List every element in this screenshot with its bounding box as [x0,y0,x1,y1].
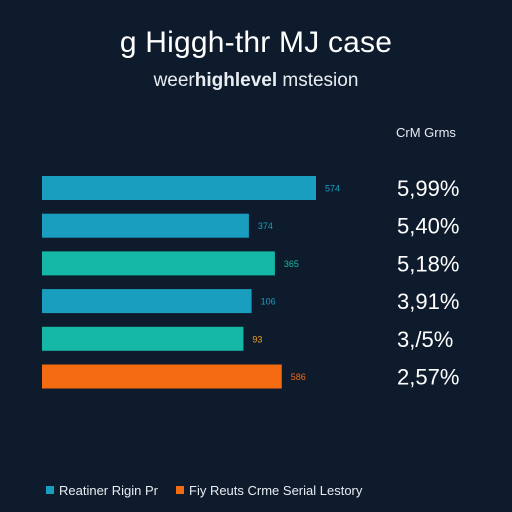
bar-4 [42,289,252,314]
percent-label-3: 5,18% [397,251,459,276]
bar-value-label-3: 365 [284,259,299,269]
chart-title: g Higgh-thr MJ case [119,26,393,59]
bar-value-label-1: 574 [325,184,340,194]
percent-label-6: 2,57% [397,365,459,390]
bar-5 [42,326,244,351]
bar-value-label-4: 106 [261,297,276,307]
bar-2 [42,213,249,238]
chart-subtitle: weerhighlevel mstesion [0,70,512,92]
legend-swatch-1 [46,486,54,494]
bar-3 [42,251,275,276]
legend-item-2: Fiy Reuts Crme Serial Lestory [176,483,362,498]
legend-label-2: Fiy Reuts Crme Serial Lestory [189,483,363,498]
bar-6 [42,364,282,389]
percent-label-2: 5,40% [397,214,459,239]
bar-value-label-2: 374 [258,221,273,231]
percent-label-4: 3,91% [397,289,459,314]
percent-label-5: 3,/5% [397,327,453,352]
legend-item-1: Reatiner Rigin Pr [46,483,158,498]
legend-label-1: Reatiner Rigin Pr [59,483,158,498]
legend-swatch-2 [176,486,184,494]
bar-1 [42,176,316,200]
column-header: CrM Grms [396,125,456,140]
bar-value-label-5: 93 [252,334,262,344]
percent-label-1: 5,99% [397,176,459,201]
subtitle-suffix: mstesion [277,70,359,91]
subtitle-prefix: weer [153,70,195,91]
bar-value-label-6: 586 [291,372,306,382]
subtitle-bold: highlevel [194,70,278,91]
